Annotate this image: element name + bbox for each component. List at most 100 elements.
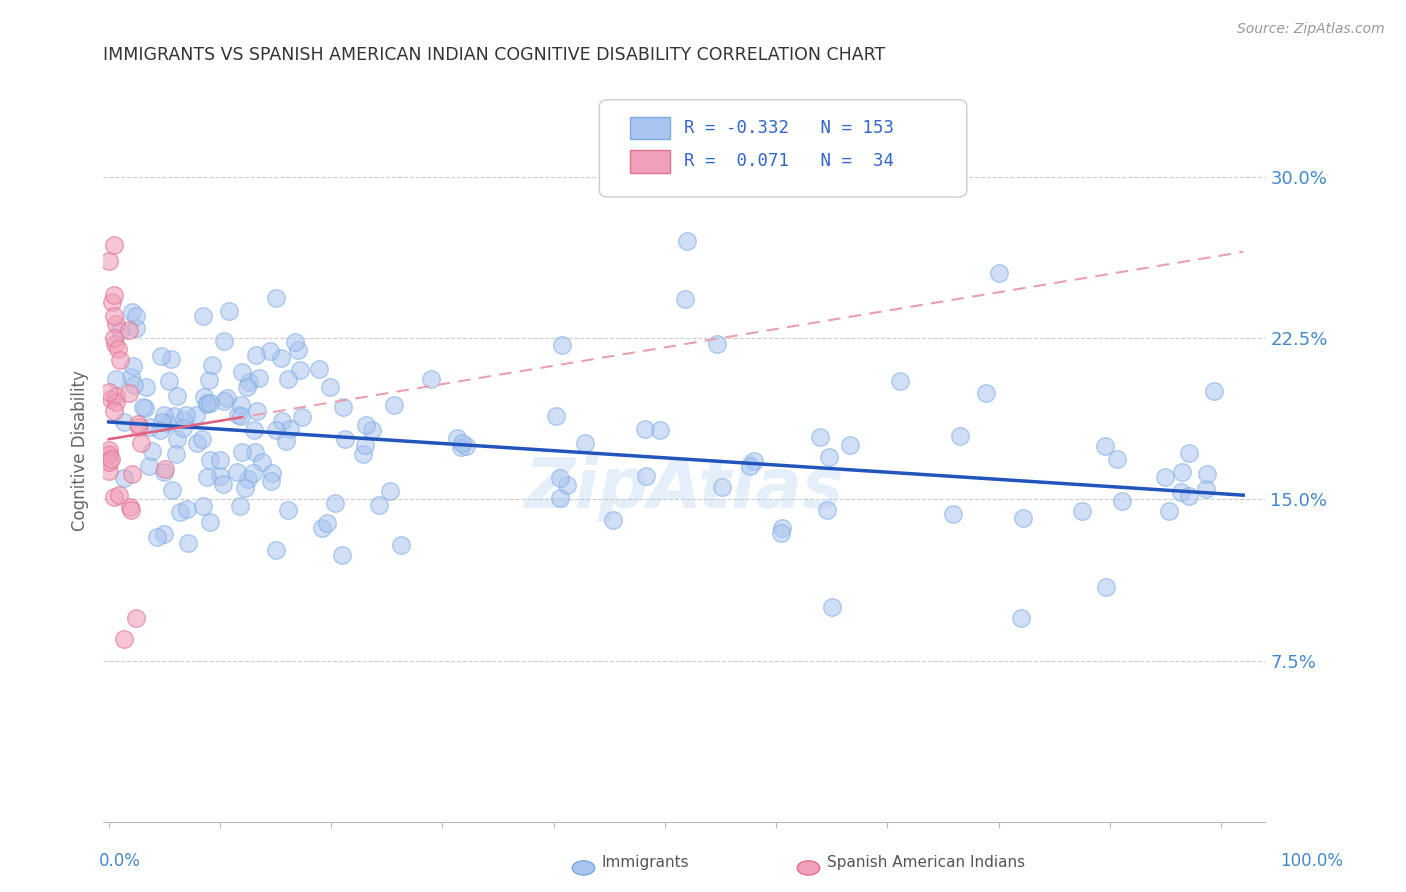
Point — [260, 475, 283, 489]
Point — [277, 502, 299, 516]
Point — [634, 469, 657, 483]
Point — [330, 548, 353, 562]
Point — [149, 423, 172, 437]
Text: Spanish American Indians: Spanish American Indians — [827, 855, 1025, 870]
Point — [121, 305, 143, 319]
Point — [128, 420, 150, 434]
Text: IMMIGRANTS VS SPANISH AMERICAN INDIAN COGNITIVE DISABILITY CORRELATION CHART: IMMIGRANTS VS SPANISH AMERICAN INDIAN CO… — [103, 46, 886, 64]
Text: R =  0.071   N =  34: R = 0.071 N = 34 — [685, 153, 894, 170]
Point — [186, 436, 208, 450]
Text: Immigrants: Immigrants — [602, 855, 689, 870]
Point — [238, 375, 260, 389]
Point — [118, 386, 141, 401]
Point — [184, 408, 207, 422]
Point — [1071, 504, 1094, 518]
Point — [122, 359, 145, 373]
Point — [226, 465, 249, 479]
Point — [333, 432, 356, 446]
Point — [97, 448, 120, 462]
Point — [1157, 504, 1180, 518]
Point — [193, 309, 215, 323]
Point — [252, 455, 274, 469]
Point — [121, 467, 143, 482]
Point — [139, 420, 162, 434]
Point — [648, 423, 671, 437]
Point — [138, 458, 160, 473]
Point — [1170, 485, 1192, 500]
Point — [120, 369, 142, 384]
Point — [1094, 439, 1116, 453]
Point — [233, 481, 256, 495]
FancyBboxPatch shape — [630, 150, 671, 172]
Point — [889, 374, 911, 388]
Text: 0.0%: 0.0% — [98, 852, 141, 870]
Point — [132, 400, 155, 414]
Point — [817, 503, 839, 517]
Point — [446, 431, 468, 445]
Point — [676, 234, 699, 248]
Point — [259, 344, 281, 359]
Point — [125, 309, 148, 323]
Point — [105, 371, 128, 385]
Point — [201, 358, 224, 372]
Point — [101, 295, 124, 310]
Point — [103, 490, 125, 504]
Point — [544, 409, 567, 424]
Point — [264, 423, 287, 437]
Point — [198, 453, 221, 467]
Point — [278, 422, 301, 436]
Point — [198, 373, 221, 387]
Point — [1012, 510, 1035, 524]
Point — [1202, 384, 1225, 398]
Point — [1178, 489, 1201, 503]
Point — [150, 349, 173, 363]
Point — [200, 396, 222, 410]
Point — [197, 397, 219, 411]
Point — [209, 469, 232, 483]
Point — [706, 337, 728, 351]
Point — [103, 331, 125, 345]
Point — [277, 372, 299, 386]
Point — [1171, 465, 1194, 479]
Point — [1111, 494, 1133, 508]
Point — [378, 484, 401, 499]
Point — [245, 348, 267, 362]
Point — [808, 430, 831, 444]
Point — [1105, 452, 1128, 467]
Point — [120, 500, 142, 514]
FancyBboxPatch shape — [599, 100, 967, 197]
Point — [633, 422, 655, 436]
Point — [1195, 482, 1218, 496]
Point — [165, 447, 187, 461]
Point — [1177, 446, 1199, 460]
Point — [818, 450, 841, 464]
Point — [153, 461, 176, 475]
Point — [98, 455, 121, 469]
Point — [198, 515, 221, 529]
Point — [125, 320, 148, 334]
Text: ZipAtlas: ZipAtlas — [524, 455, 844, 522]
Point — [212, 393, 235, 408]
Point — [98, 384, 121, 399]
Point — [1010, 611, 1032, 625]
Point — [166, 432, 188, 446]
Point — [156, 416, 179, 430]
Point — [122, 378, 145, 392]
Point — [162, 483, 184, 498]
Point — [160, 352, 183, 367]
Point — [1195, 467, 1218, 481]
Point — [236, 472, 259, 486]
Point — [574, 435, 596, 450]
Point — [226, 408, 249, 422]
Point — [177, 535, 200, 549]
Point — [118, 322, 141, 336]
Point — [1154, 470, 1177, 484]
Point — [150, 416, 173, 430]
Point — [287, 343, 309, 357]
Point — [325, 496, 347, 510]
Point — [228, 499, 250, 513]
Point — [108, 352, 131, 367]
Point — [311, 520, 333, 534]
Point — [236, 380, 259, 394]
Point — [105, 395, 128, 409]
